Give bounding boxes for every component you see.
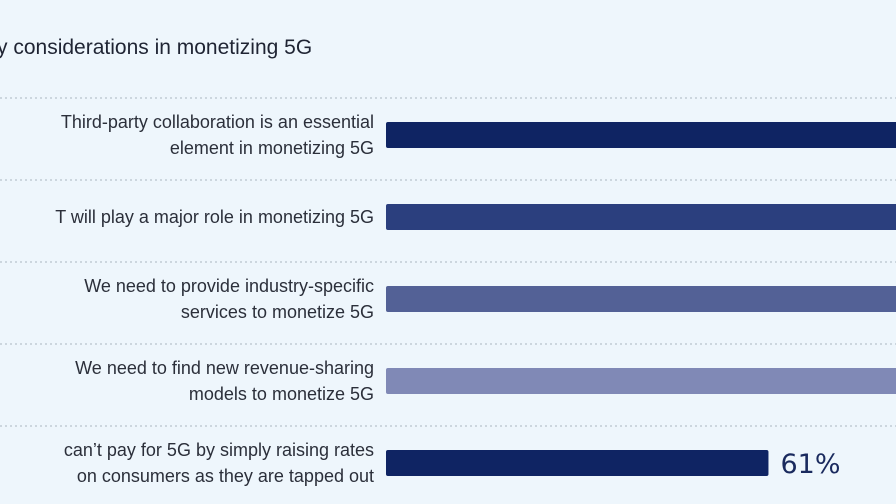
category-label: We need to provide industry-specific (84, 276, 374, 296)
category-label: models to monetize 5G (189, 384, 374, 404)
category-label: Third-party collaboration is an essentia… (61, 112, 374, 132)
category-label: can’t pay for 5G by simply raising rates (64, 440, 374, 460)
category-label: on consumers as they are tapped out (77, 466, 374, 486)
bar (386, 286, 896, 312)
category-label: We need to find new revenue-sharing (75, 358, 374, 378)
bar (386, 122, 896, 148)
value-label: 61% (780, 449, 840, 480)
bar (386, 450, 769, 476)
category-label: element in monetizing 5G (170, 138, 374, 158)
category-label: T will play a major role in monetizing 5… (55, 207, 374, 227)
bar (386, 368, 896, 394)
bar (386, 204, 896, 230)
chart-title: y considerations in monetizing 5G (0, 36, 312, 59)
chart-rows: Third-party collaboration is an essentia… (0, 97, 896, 486)
category-label: services to monetize 5G (181, 302, 374, 322)
